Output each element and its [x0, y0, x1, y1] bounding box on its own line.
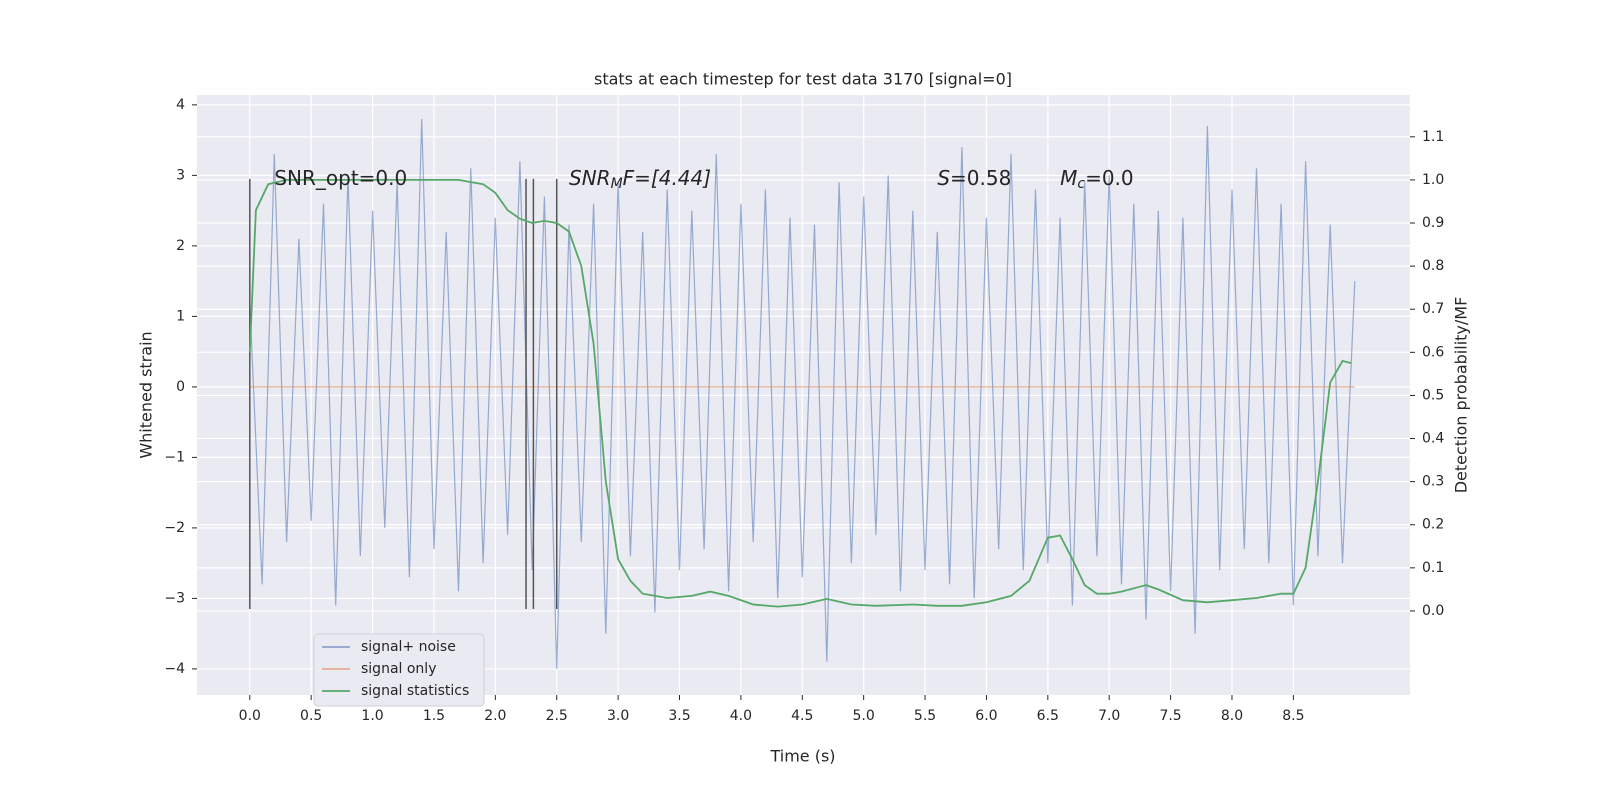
x-tick-label: 7.5 — [1159, 708, 1181, 724]
y2-tick-label: 1.0 — [1422, 172, 1444, 188]
y-tick-label: −3 — [164, 590, 185, 606]
y2-tick-label: 0.5 — [1422, 387, 1444, 403]
annotation: Mc=0.0 — [1060, 165, 1134, 192]
x-tick-label: 2.0 — [484, 708, 506, 724]
y-tick-label: −1 — [164, 449, 185, 465]
annotation-rest: F=[4.44] — [623, 165, 711, 189]
x-tick-label: 0.5 — [300, 708, 322, 724]
annotation-rest: =0.58 — [950, 165, 1011, 189]
x-tick-label: 2.5 — [546, 708, 568, 724]
legend-box — [313, 633, 485, 707]
x-tick-label: 3.0 — [607, 708, 629, 724]
annotation-main: SNR — [569, 165, 611, 189]
series-line — [248, 178, 1352, 608]
annotation-rest: =0.0 — [1085, 165, 1134, 189]
y-tick-label: 1 — [176, 308, 185, 324]
y-tick-label: −2 — [164, 520, 185, 536]
x-tick-label: 7.0 — [1098, 708, 1120, 724]
y2-tick-label: 0.0 — [1422, 603, 1444, 619]
y-tick-label: 0 — [176, 379, 185, 395]
x-tick-label: 1.0 — [361, 708, 383, 724]
y2-tick-label: 0.6 — [1422, 344, 1444, 360]
annotation: SNR_opt=0.0 — [274, 165, 407, 189]
x-tick-label: 4.0 — [730, 708, 752, 724]
y2-tick-label: 0.2 — [1422, 517, 1444, 533]
x-tick-label: 6.5 — [1037, 708, 1059, 724]
y2-tick-label: 0.1 — [1422, 560, 1444, 576]
y2-tick-label: 0.7 — [1422, 301, 1444, 317]
legend-label: signal statistics — [361, 683, 469, 699]
x-tick-label: 8.0 — [1221, 708, 1243, 724]
x-tick-label: 1.5 — [423, 708, 445, 724]
chart-title: stats at each timestep for test data 317… — [594, 70, 1012, 89]
x-tick-label: 6.0 — [975, 708, 997, 724]
annotation-sub: c — [1077, 176, 1085, 192]
series-line — [249, 118, 1356, 669]
x-tick-label: 8.5 — [1282, 708, 1304, 724]
annotation: SNRMF=[4.44] — [569, 165, 711, 192]
y-tick-label: 2 — [176, 238, 185, 254]
annotation-main: M — [1060, 165, 1077, 189]
y-tick-label: −4 — [164, 661, 185, 677]
y2-tick-label: 0.4 — [1422, 431, 1444, 447]
x-tick-label: 5.0 — [853, 708, 875, 724]
annotation-sub: M — [611, 176, 623, 192]
y-tick-label: 4 — [176, 97, 185, 113]
y-tick-label: 3 — [176, 167, 185, 183]
y2-tick-label: 0.3 — [1422, 474, 1444, 490]
annotation: S=0.58 — [937, 165, 1011, 189]
x-tick-label: 5.5 — [914, 708, 936, 724]
y2-axis-label: Detection probability/MF — [1452, 297, 1471, 494]
annotation-main: S — [937, 165, 950, 189]
y-axis-label: Whitened strain — [137, 331, 156, 458]
y2-tick-label: 0.8 — [1422, 258, 1444, 274]
y2-tick-label: 0.9 — [1422, 215, 1444, 231]
x-tick-label: 0.0 — [239, 708, 261, 724]
x-axis-label: Time (s) — [769, 747, 835, 766]
legend-label: signal only — [361, 661, 436, 677]
legend-label: signal+ noise — [361, 639, 456, 655]
annotation-main: SNR_opt=0.0 — [274, 165, 407, 189]
x-tick-label: 3.5 — [668, 708, 690, 724]
y2-tick-label: 1.1 — [1422, 129, 1444, 145]
x-tick-label: 4.5 — [791, 708, 813, 724]
